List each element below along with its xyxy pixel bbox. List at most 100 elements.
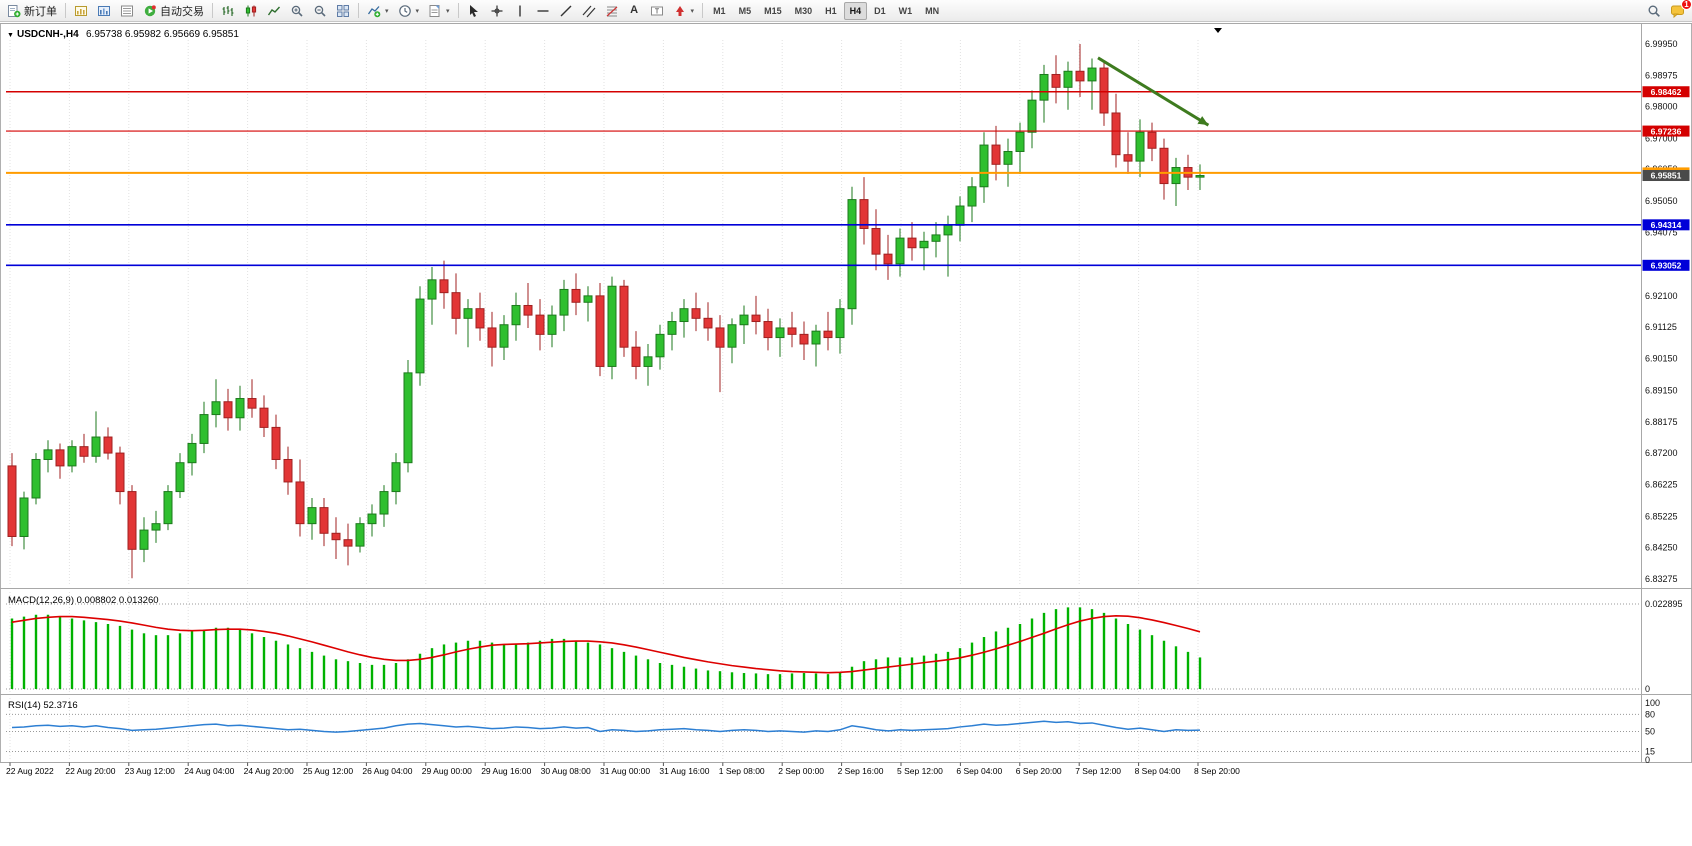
timeframe-M30[interactable]: M30 (794, 5, 813, 16)
trend-arrow[interactable] (1097, 56, 1210, 127)
candle-down (523, 304, 533, 316)
candle-up (403, 372, 413, 464)
timeframe-M5[interactable]: M5 (738, 5, 752, 16)
vertical-line-icon (518, 5, 521, 16)
candle-up (67, 446, 77, 467)
candle-up (1039, 73, 1049, 101)
collapse-icon[interactable]: ▼ (7, 32, 14, 39)
price-label-text: 6.94314 (1651, 220, 1682, 230)
zoom-out-button[interactable] (309, 1, 331, 21)
price-label-box[interactable] (1642, 170, 1690, 182)
price-label-text: 6.98462 (1651, 87, 1682, 97)
candle-down (103, 436, 113, 454)
price-label-box[interactable] (1642, 125, 1690, 137)
time-label: 22 Aug 20:00 (65, 766, 115, 776)
new-order-button[interactable]: 新订单 (3, 1, 61, 21)
candle-down (1123, 154, 1133, 162)
auto-trading-button[interactable]: 自动交易 (139, 1, 208, 21)
trend-arrow-head (1197, 116, 1209, 126)
data-window-button[interactable] (116, 1, 138, 21)
periods-button[interactable]: ▾ (394, 1, 424, 21)
price-label-box[interactable] (1642, 219, 1690, 231)
time-label: 31 Aug 16:00 (659, 766, 709, 776)
arrows-button[interactable]: ▾ (669, 1, 699, 21)
new-chart-button[interactable] (70, 1, 92, 21)
profiles-button[interactable] (93, 1, 115, 21)
community-button[interactable]: 1 (1666, 0, 1692, 21)
time-label: 6 Sep 04:00 (956, 766, 1002, 776)
chevron-down-icon: ▾ (415, 7, 420, 15)
channel-button[interactable] (578, 1, 600, 21)
candle-up (547, 314, 557, 335)
timeframe-M15[interactable]: M15 (764, 5, 782, 16)
candlestick-chart-button[interactable] (240, 1, 262, 21)
timeframe-D1[interactable]: D1 (874, 5, 886, 16)
zoom-out-icon (314, 5, 326, 17)
time-label: 25 Aug 12:00 (303, 766, 353, 776)
text-button[interactable]: A (624, 1, 645, 21)
candle-down (751, 314, 761, 323)
candle-up (391, 462, 401, 493)
auto-trading-icon (144, 4, 156, 16)
horizontal-line-button[interactable] (532, 1, 554, 21)
fibonacci-button[interactable] (601, 1, 623, 21)
candle-up (919, 240, 929, 249)
price-tick: 6.91125 (1645, 322, 1677, 332)
macd-scale-max: 0.022895 (1645, 599, 1683, 609)
price-label-box[interactable] (1642, 259, 1690, 271)
candle-down (535, 314, 545, 335)
timeframe-M1[interactable]: M1 (713, 5, 726, 16)
chart-shift-marker[interactable] (1214, 28, 1222, 33)
price-tick: 6.95050 (1645, 196, 1678, 206)
candle-up (583, 295, 593, 303)
rsi-scale-tick: 15 (1645, 746, 1655, 756)
rsi-scale-tick: 50 (1645, 727, 1655, 737)
trendline-button[interactable] (555, 1, 577, 21)
text-label-button[interactable]: T (646, 1, 668, 21)
text-icon: A (630, 4, 639, 16)
candle-up (967, 186, 977, 207)
timeframe-H4[interactable]: H4 (843, 1, 868, 20)
candle-up (775, 327, 785, 339)
candle-up (463, 308, 473, 319)
price-tick: 6.97000 (1645, 134, 1678, 144)
candle-down (331, 532, 341, 541)
indicators-button[interactable]: ▾ (363, 1, 393, 21)
candle-down (1111, 112, 1121, 156)
candle-up (43, 449, 53, 460)
price-tick: 6.86225 (1645, 479, 1678, 489)
bar-chart-button[interactable] (217, 1, 239, 21)
timeframe-W1[interactable]: W1 (898, 5, 913, 16)
candle-down (259, 407, 269, 428)
search-button[interactable] (1643, 1, 1665, 21)
candle-down (787, 327, 797, 335)
candle-up (307, 507, 317, 525)
cursor-button[interactable] (463, 1, 485, 21)
zoom-in-button[interactable] (286, 1, 308, 21)
vertical-line-button[interactable] (509, 1, 531, 21)
time-label: 5 Sep 12:00 (897, 766, 943, 776)
candle-down (115, 452, 125, 493)
periods-clock-icon (398, 4, 411, 17)
candle-down (55, 449, 65, 467)
time-label: 30 Aug 08:00 (541, 766, 591, 776)
candle-up (895, 237, 905, 265)
timeframe-H1[interactable]: H1 (825, 5, 837, 16)
candle-down (319, 507, 329, 534)
time-label: 8 Sep 20:00 (1194, 766, 1240, 776)
new-chart-icon (75, 5, 87, 16)
price-tick: 6.98000 (1645, 102, 1678, 112)
new-order-icon (8, 4, 21, 17)
candle-up (931, 234, 941, 242)
crosshair-button[interactable] (486, 1, 508, 21)
timeframe-MN[interactable]: MN (925, 5, 940, 16)
tile-windows-button[interactable] (332, 1, 354, 21)
line-chart-button[interactable] (263, 1, 285, 21)
candle-down (247, 398, 257, 409)
price-tick: 6.87200 (1645, 448, 1678, 458)
price-label-box[interactable] (1642, 86, 1690, 98)
chart-canvas[interactable]: 6.999506.989756.980006.970006.960506.950… (0, 22, 1692, 846)
chart-window: 6.999506.989756.980006.970006.960506.950… (0, 22, 1692, 846)
templates-button[interactable]: ▾ (424, 1, 454, 21)
